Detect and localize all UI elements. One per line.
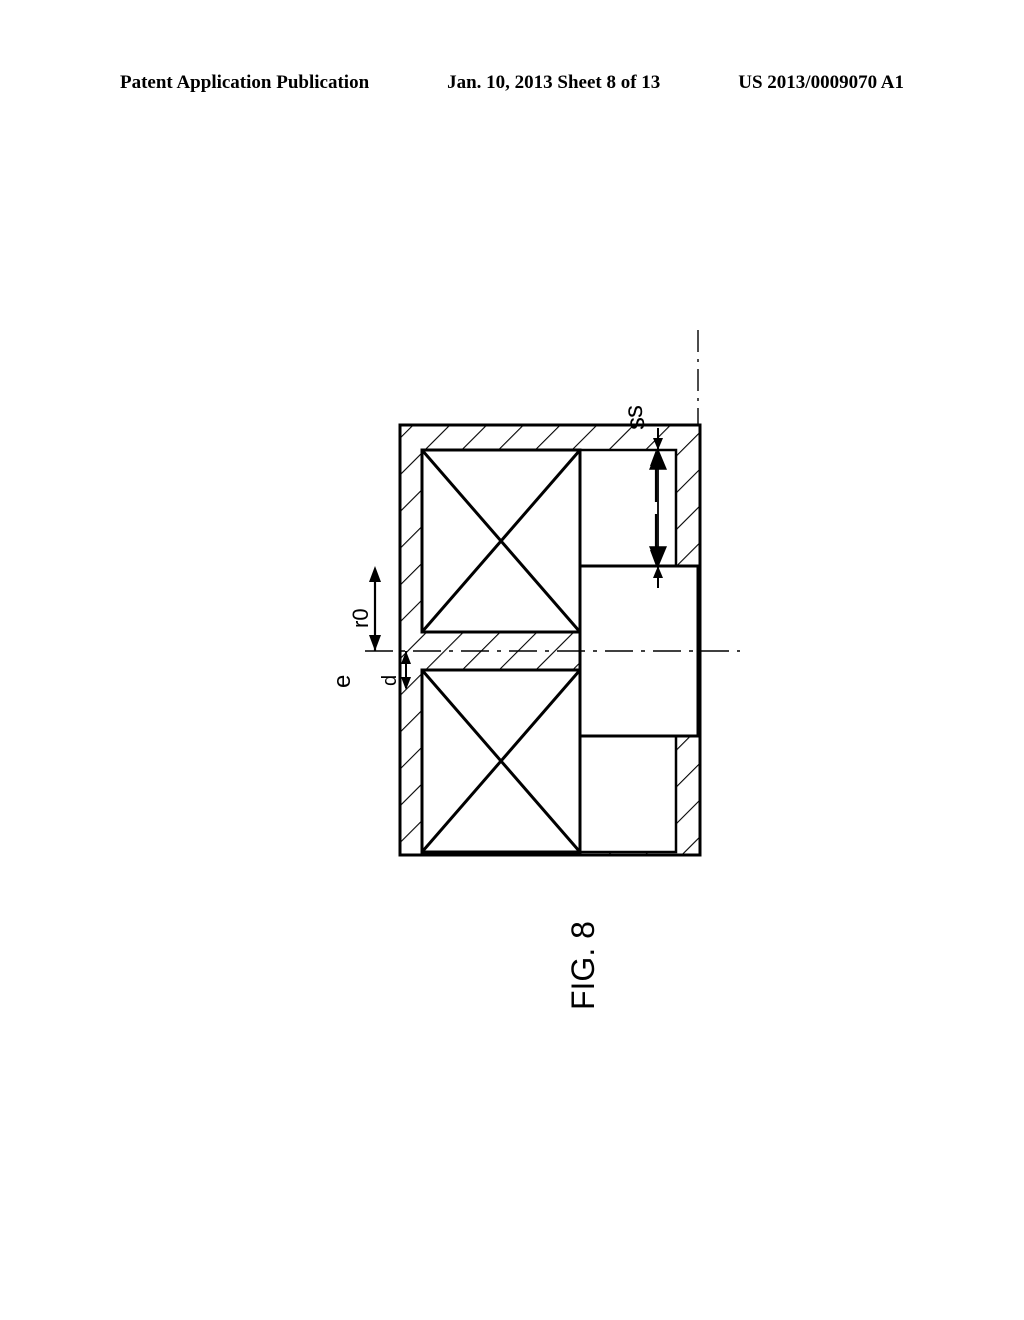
page-header: Patent Application Publication Jan. 10, … (0, 72, 1024, 94)
figure-label: FIG. 8 (565, 921, 602, 1010)
header-right: US 2013/0009070 A1 (738, 72, 904, 94)
coil-top (422, 450, 580, 632)
dim-d: d (379, 651, 411, 690)
dim-r0: r0 (348, 566, 381, 651)
figure-svg: s r0 d e s (310, 270, 830, 1020)
figure-container: s r0 d e s FIG. 8 (310, 270, 730, 1020)
label-e: e (329, 675, 356, 688)
header-center: Jan. 10, 2013 Sheet 8 of 13 (447, 72, 660, 94)
header-left: Patent Application Publication (120, 72, 369, 94)
label-r0: r0 (348, 608, 373, 628)
label-d: d (379, 675, 401, 686)
label-s2: s (618, 405, 648, 418)
coil-bottom (422, 670, 580, 852)
